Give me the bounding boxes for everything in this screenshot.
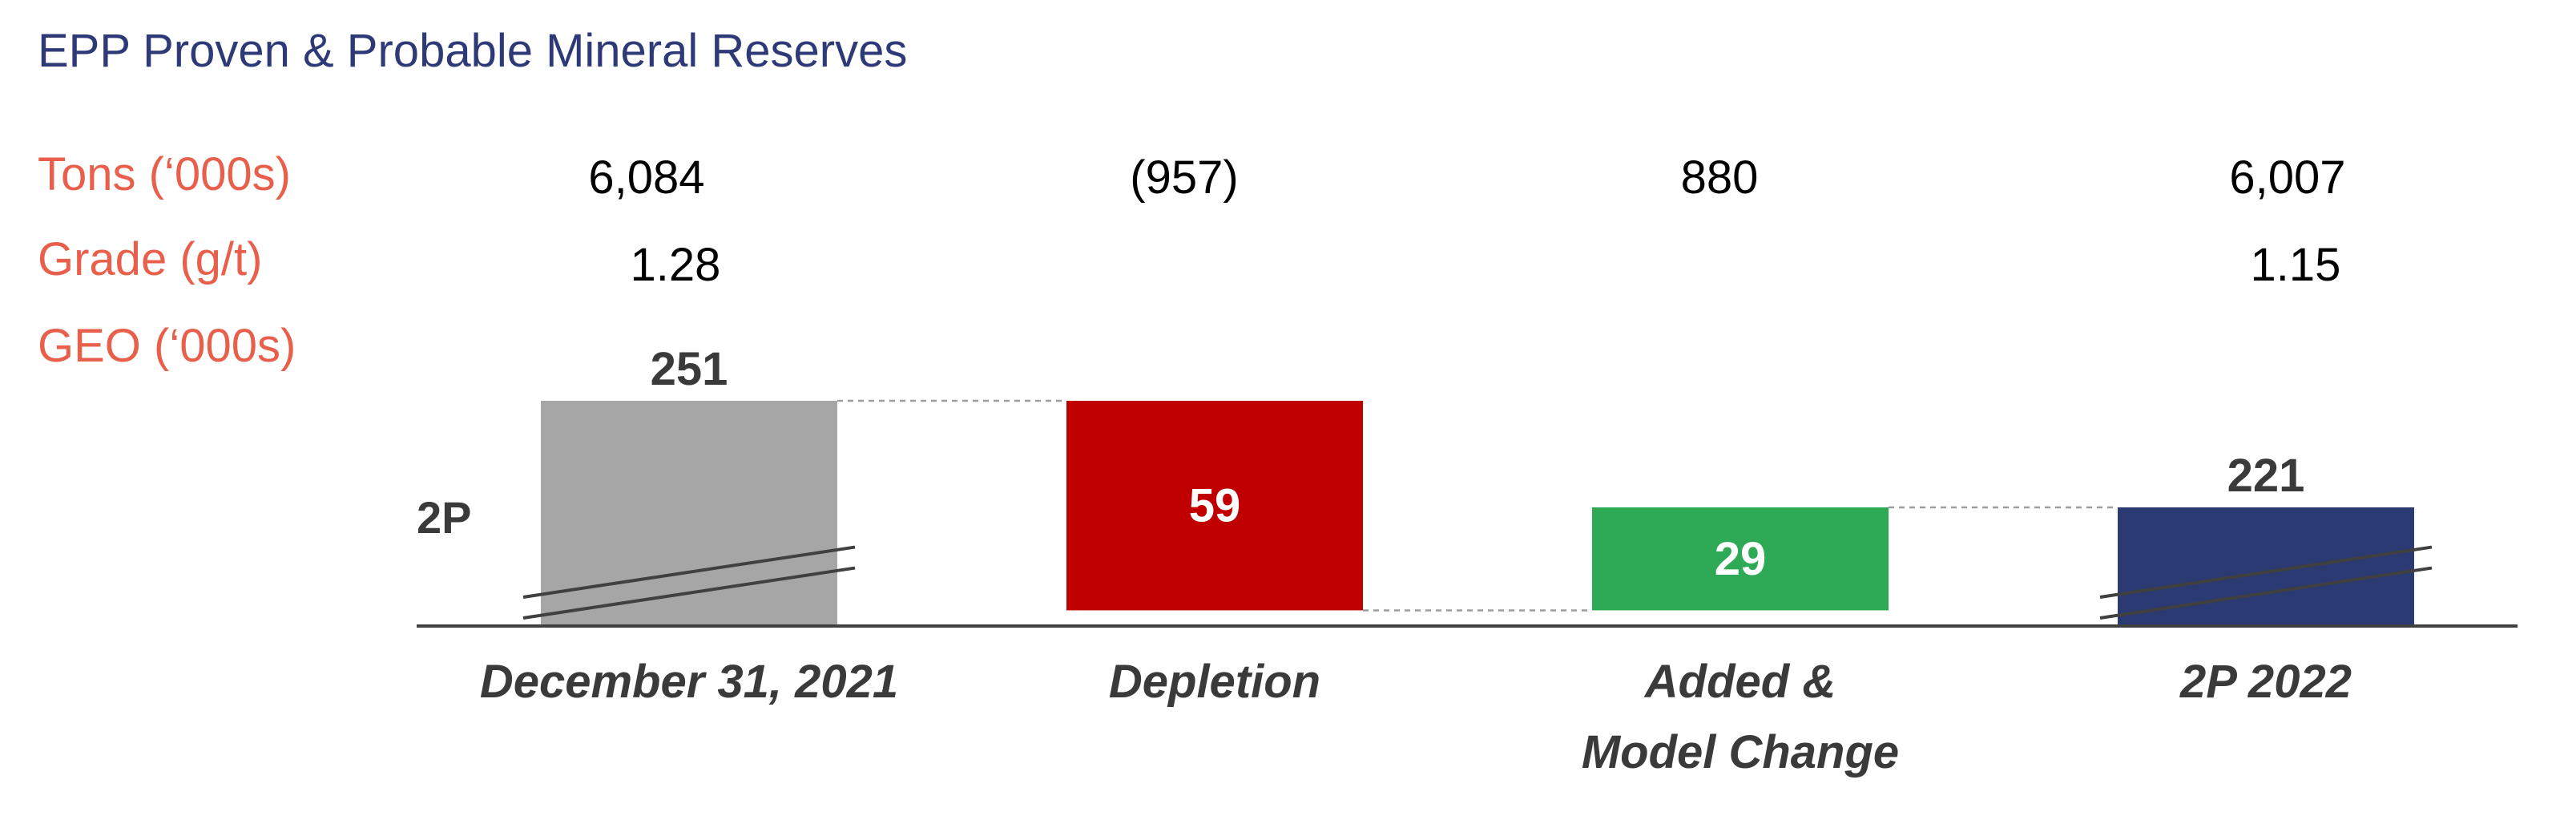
category-label: Added & <box>1643 656 1836 708</box>
tons-value: 880 <box>1681 151 1759 204</box>
bar-value-label: 251 <box>651 343 728 395</box>
stat-rows: 6,084 (957) 880 6,007 1.28 1.15 <box>588 151 2345 291</box>
row-label-grade: Grade (g/t) <box>38 233 262 285</box>
category-label: 2P 2022 <box>2179 656 2352 708</box>
grade-value: 1.28 <box>631 239 721 291</box>
row-label-geo: GEO (‘000s) <box>38 320 296 372</box>
axis-break-line-1-2 <box>522 545 856 599</box>
chart-title: EPP Proven & Probable Mineral Reserves <box>38 25 907 77</box>
row-label-tons: Tons (‘000s) <box>38 148 291 200</box>
axis-break-line-1-1 <box>522 566 856 620</box>
category-labels: December 31, 2021 Depletion Added & Model C… <box>480 656 2352 778</box>
bar-value-label: 29 <box>1715 533 1767 585</box>
category-label: December 31, 2021 <box>480 656 898 708</box>
bar-4 <box>2118 507 2414 626</box>
category-label: Model Change <box>1582 726 1899 778</box>
axis-label-2p: 2P <box>417 492 472 543</box>
bars: 251 59 29 221 <box>541 343 2414 626</box>
tons-value: 6,007 <box>2229 151 2345 204</box>
bar-value-tab <box>1702 525 1779 593</box>
grade-value: 1.15 <box>2251 239 2341 291</box>
bar-value-label: 59 <box>1189 480 1241 532</box>
tons-value: (957) <box>1130 151 1238 204</box>
bar-2 <box>1066 401 1363 611</box>
category-label: Depletion <box>1109 656 1320 708</box>
tons-value: 6,084 <box>588 151 704 204</box>
axis-break-marks <box>522 545 2433 620</box>
bar-value-label: 221 <box>2227 450 2305 502</box>
axis-break-line-4-1 <box>2099 566 2433 620</box>
axis-break-line-4-2 <box>2099 545 2433 599</box>
connector-lines <box>837 399 2118 612</box>
